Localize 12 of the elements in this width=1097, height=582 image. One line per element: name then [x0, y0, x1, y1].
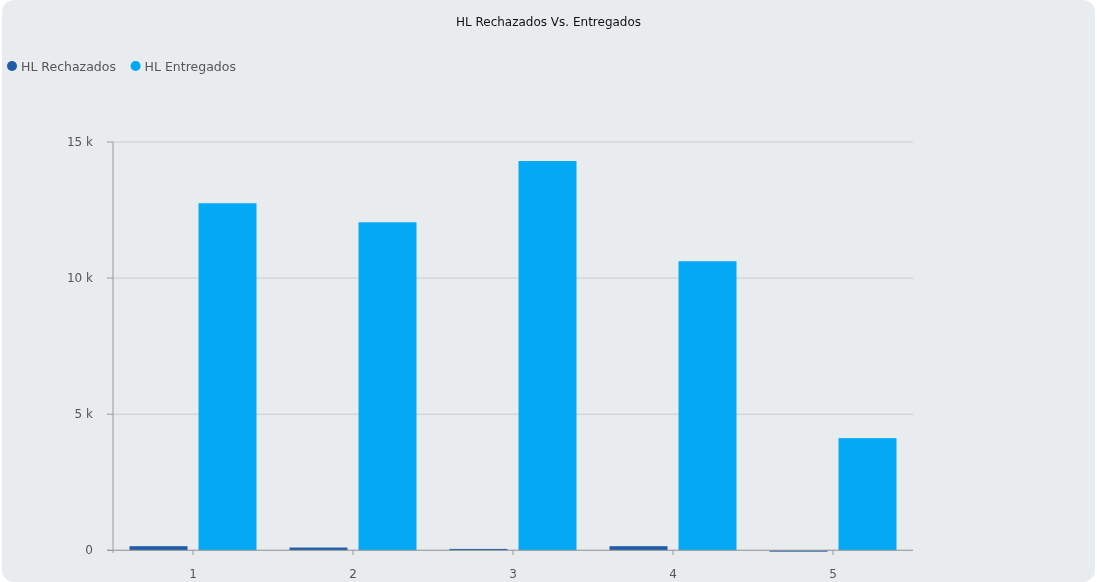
x-tick-label: 2: [349, 567, 357, 581]
x-tick-label: 1: [189, 567, 197, 581]
y-tick-label: 5 k: [74, 407, 94, 422]
legend-label: HL Entregados: [144, 58, 236, 74]
y-tick-label: 10 k: [66, 271, 94, 286]
chart-title: HL Rechazados Vs. Entregados: [455, 15, 642, 29]
x-tick-label: 3: [509, 567, 517, 581]
x-tick-label: 5: [829, 567, 837, 581]
legend-label: HL Rechazados: [21, 58, 116, 74]
y-tick-label: 0: [85, 543, 93, 558]
y-tick-label: 15 k: [66, 135, 94, 149]
x-tick-label: 4: [669, 567, 677, 581]
